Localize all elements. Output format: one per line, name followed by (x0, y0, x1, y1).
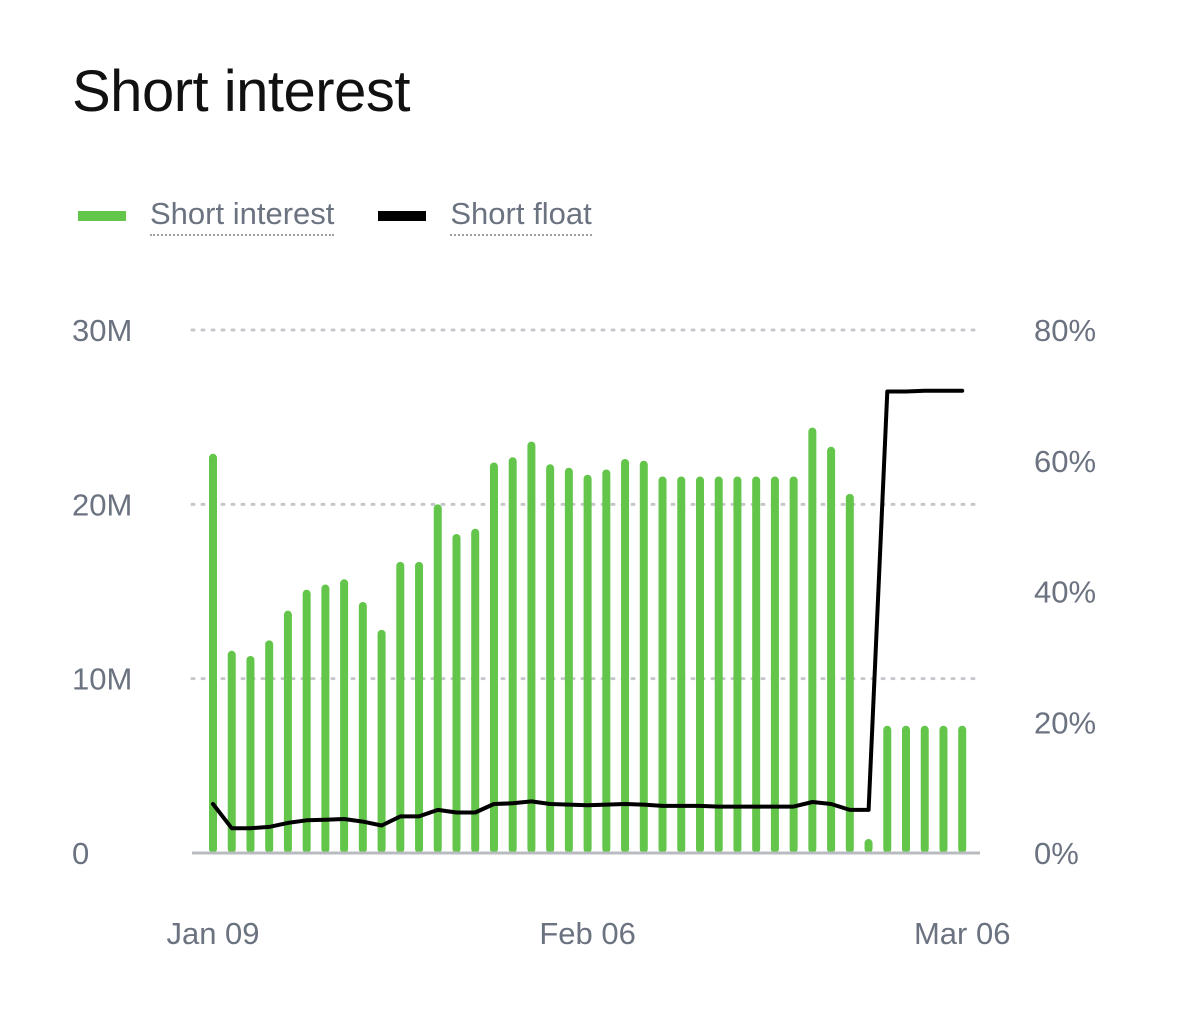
legend-swatch-short-interest (78, 211, 126, 221)
bar (902, 725, 911, 853)
bar (452, 533, 461, 853)
bar (752, 476, 761, 853)
short-float-line (211, 388, 965, 831)
bar (864, 839, 873, 853)
bar (733, 476, 742, 853)
bar (639, 460, 648, 853)
bar (845, 493, 854, 853)
y-right-tick-label: 60% (1034, 444, 1096, 479)
bar (827, 446, 836, 853)
legend-item-short-float[interactable]: Short float (378, 196, 592, 236)
y-right-tick-label: 80% (1034, 313, 1096, 348)
bar (583, 474, 592, 853)
y-left-tick-label: 0 (72, 836, 89, 871)
bar (658, 476, 667, 853)
bar (358, 601, 367, 853)
y-left-tick-label: 30M (72, 313, 132, 348)
x-tick-label: Jan 09 (166, 916, 259, 951)
bar (695, 476, 704, 853)
bar (808, 427, 817, 853)
bar (920, 725, 929, 853)
legend-swatch-short-float (378, 211, 427, 221)
bar (883, 725, 892, 853)
bar (958, 725, 967, 853)
bar (939, 725, 948, 853)
y-right-tick-label: 20% (1034, 705, 1096, 740)
bar (265, 640, 274, 853)
y-left-tick-label: 10M (72, 662, 132, 697)
bar (602, 469, 611, 853)
bar (677, 476, 686, 853)
bar (227, 650, 236, 853)
x-tick-label: Mar 06 (914, 916, 1010, 951)
bar (283, 610, 292, 853)
bar (714, 476, 723, 853)
bar (527, 441, 536, 853)
y-right-tick-label: 0% (1034, 836, 1079, 871)
bar (321, 584, 330, 853)
legend-label-short-interest: Short interest (150, 196, 335, 236)
bar (621, 459, 630, 853)
bar (302, 589, 311, 853)
bar (340, 579, 349, 853)
legend-item-short-interest[interactable]: Short interest (78, 196, 335, 236)
bar (546, 464, 555, 853)
bar (508, 457, 517, 853)
bar (433, 504, 442, 853)
chart-legend: Short interest Short float (78, 196, 636, 236)
y-right-tick-label: 40% (1034, 575, 1096, 610)
bar (489, 462, 498, 853)
chart-title: Short interest (72, 59, 410, 124)
x-tick-label: Feb 06 (539, 916, 636, 951)
bar (415, 561, 424, 853)
bar (377, 629, 386, 853)
bar (789, 476, 798, 853)
bar (209, 453, 217, 853)
bar (471, 528, 480, 853)
bar (770, 476, 779, 853)
bar (564, 467, 573, 853)
bar (396, 561, 405, 853)
y-left-tick-label: 20M (72, 487, 132, 522)
bar (246, 656, 255, 853)
legend-label-short-float: Short float (450, 196, 592, 236)
